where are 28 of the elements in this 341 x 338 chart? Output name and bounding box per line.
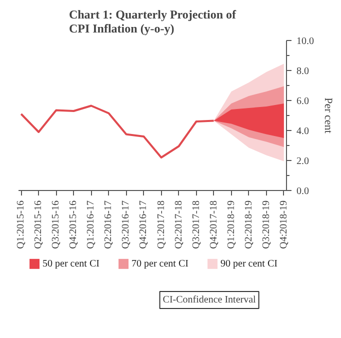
x-tick-label: Q1:2015-16 (16, 200, 27, 249)
x-tick-label: Q1:2018-19 (226, 200, 237, 249)
y-tick-label: 0.0 (296, 186, 309, 197)
x-tick-label: Q1:2016-17 (86, 200, 97, 249)
x-tick-label: Q2:2015-16 (33, 200, 44, 249)
legend-label: 70 per cent CI (132, 258, 188, 270)
y-tick-label: 4.0 (296, 126, 309, 137)
x-tick-label: Q3:2017-18 (190, 200, 202, 249)
x-tick-label: Q4:2018-19 (278, 200, 290, 249)
y-tick-label: 6.0 (296, 96, 309, 107)
x-tick-label: Q2:2016-17 (103, 200, 114, 249)
x-tick-label: Q3:2016-17 (120, 200, 132, 249)
text: CI-Confidence Interval (162, 294, 256, 306)
x-tick-label: Q4:2016-17 (138, 200, 150, 249)
x-tick-label: Q3:2015-16 (50, 200, 62, 249)
x-tick-label: Q1:2017-18 (156, 200, 167, 249)
chart-title: Chart 1: Quarterly Projection of CPI Inflation (y-o-y) (68, 8, 238, 36)
x-tick-label: Q4:2017-18 (208, 200, 220, 249)
y-tick-label: 10.0 (296, 36, 314, 47)
y-tick-label: 8.0 (296, 66, 309, 77)
legend-label: 50 per cent CI (42, 258, 100, 270)
x-tick-label: Q3:2018-19 (260, 200, 272, 249)
y-tick-label: 2.0 (296, 156, 309, 167)
x-tick-label: Q2:2017-18 (173, 200, 184, 249)
x-tick-label: Q4:2015-16 (68, 200, 80, 249)
legend-label: 90 per cent CI (220, 258, 278, 270)
y-axis-title: Per cent (322, 98, 334, 134)
x-tick-label: Q2:2018-19 (243, 200, 254, 249)
